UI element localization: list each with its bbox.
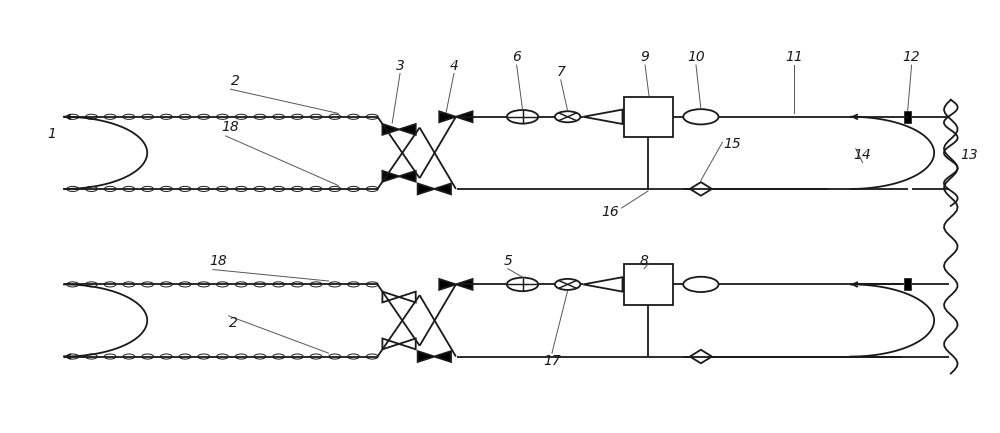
Polygon shape [382, 171, 399, 182]
Bar [904, 111, 911, 123]
Text: 8: 8 [640, 254, 648, 268]
Text: 16: 16 [601, 205, 619, 219]
Text: 2: 2 [229, 317, 238, 330]
Text: 12: 12 [903, 50, 920, 65]
Polygon shape [399, 171, 416, 182]
Text: 9: 9 [641, 50, 649, 65]
Text: 15: 15 [723, 137, 741, 152]
Polygon shape [456, 111, 473, 122]
Text: 14: 14 [854, 148, 871, 162]
Text: 10: 10 [687, 50, 705, 65]
Bar [624, 97, 673, 137]
Polygon shape [418, 184, 434, 194]
Text: 7: 7 [556, 65, 565, 79]
Text: 18: 18 [222, 120, 239, 134]
Text: 6: 6 [512, 50, 521, 65]
Polygon shape [434, 184, 451, 194]
Text: 17: 17 [543, 354, 561, 368]
Text: 4: 4 [450, 59, 458, 73]
Polygon shape [456, 279, 473, 290]
Polygon shape [399, 124, 416, 135]
Polygon shape [418, 351, 434, 362]
Bar [624, 264, 673, 304]
Text: 5: 5 [503, 254, 512, 268]
Text: 3: 3 [396, 59, 404, 73]
Polygon shape [434, 351, 451, 362]
Text: 13: 13 [961, 148, 978, 162]
Text: 1: 1 [48, 127, 57, 141]
Text: 18: 18 [209, 254, 227, 268]
Polygon shape [439, 279, 456, 290]
Text: 2: 2 [231, 74, 240, 88]
Polygon shape [382, 124, 399, 135]
Polygon shape [439, 111, 456, 122]
Bar [904, 278, 911, 291]
Text: 11: 11 [785, 50, 803, 65]
